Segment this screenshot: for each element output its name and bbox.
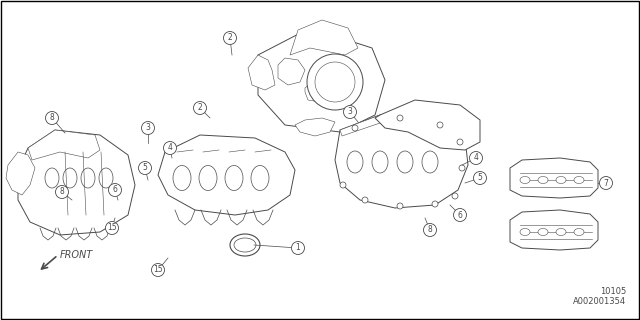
Text: 7: 7 (604, 179, 609, 188)
Ellipse shape (538, 228, 548, 236)
Ellipse shape (225, 165, 243, 190)
Text: 4: 4 (168, 143, 172, 153)
Polygon shape (278, 58, 305, 85)
Circle shape (457, 139, 463, 145)
Text: 8: 8 (50, 114, 54, 123)
Ellipse shape (422, 151, 438, 173)
Text: 2: 2 (228, 34, 232, 43)
Polygon shape (28, 130, 100, 160)
Circle shape (362, 197, 368, 203)
Circle shape (424, 223, 436, 236)
Circle shape (223, 31, 237, 44)
Ellipse shape (251, 165, 269, 190)
Circle shape (432, 201, 438, 207)
Polygon shape (158, 135, 295, 215)
Circle shape (109, 183, 122, 196)
Ellipse shape (397, 151, 413, 173)
Text: 15: 15 (107, 223, 117, 233)
Circle shape (141, 122, 154, 134)
Ellipse shape (173, 165, 191, 190)
Polygon shape (290, 20, 358, 55)
Text: 6: 6 (458, 211, 463, 220)
Circle shape (397, 203, 403, 209)
Text: 3: 3 (348, 108, 353, 116)
Text: 8: 8 (428, 226, 433, 235)
Ellipse shape (556, 228, 566, 236)
Text: 5: 5 (143, 164, 147, 172)
Text: 6: 6 (113, 186, 117, 195)
Circle shape (291, 242, 305, 254)
Ellipse shape (372, 151, 388, 173)
Circle shape (470, 151, 483, 164)
Circle shape (452, 193, 458, 199)
Ellipse shape (520, 228, 530, 236)
Circle shape (56, 186, 68, 198)
Polygon shape (258, 28, 385, 132)
Ellipse shape (520, 177, 530, 183)
Circle shape (352, 125, 358, 131)
Text: 8: 8 (60, 188, 65, 196)
Text: 10105: 10105 (600, 287, 626, 296)
Circle shape (138, 162, 152, 174)
Polygon shape (248, 55, 275, 90)
Polygon shape (6, 152, 35, 195)
Ellipse shape (199, 165, 217, 190)
Ellipse shape (574, 177, 584, 183)
Circle shape (152, 263, 164, 276)
Polygon shape (295, 118, 335, 136)
Ellipse shape (99, 168, 113, 188)
Ellipse shape (538, 177, 548, 183)
Ellipse shape (556, 177, 566, 183)
Circle shape (45, 111, 58, 124)
Ellipse shape (230, 234, 260, 256)
Ellipse shape (574, 228, 584, 236)
Circle shape (340, 182, 346, 188)
Text: A002001354: A002001354 (573, 297, 626, 306)
Polygon shape (375, 100, 480, 150)
Text: FRONT: FRONT (60, 250, 93, 260)
Ellipse shape (347, 151, 363, 173)
Polygon shape (305, 82, 328, 102)
Circle shape (437, 122, 443, 128)
Polygon shape (510, 158, 598, 198)
Text: 4: 4 (474, 154, 479, 163)
Circle shape (397, 115, 403, 121)
Text: 15: 15 (153, 266, 163, 275)
Circle shape (459, 165, 465, 171)
Circle shape (454, 209, 467, 221)
Polygon shape (340, 115, 465, 142)
Text: 5: 5 (477, 173, 483, 182)
Polygon shape (18, 130, 135, 235)
Polygon shape (510, 210, 598, 250)
Ellipse shape (81, 168, 95, 188)
Circle shape (307, 54, 363, 110)
Polygon shape (335, 115, 468, 208)
Circle shape (193, 101, 207, 115)
Ellipse shape (63, 168, 77, 188)
Ellipse shape (45, 168, 59, 188)
Circle shape (600, 177, 612, 189)
Circle shape (474, 172, 486, 185)
Circle shape (163, 141, 177, 155)
Text: 1: 1 (296, 244, 300, 252)
Circle shape (106, 221, 118, 235)
Text: 2: 2 (198, 103, 202, 113)
Text: 3: 3 (145, 124, 150, 132)
Circle shape (344, 106, 356, 118)
